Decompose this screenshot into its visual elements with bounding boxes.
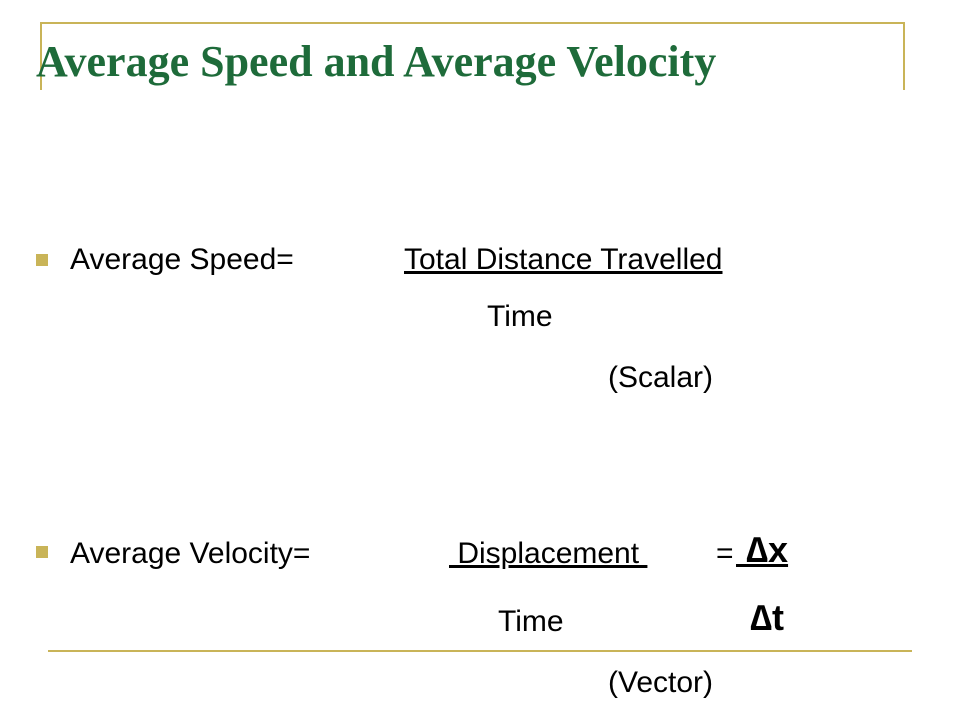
frame-right-line <box>903 22 905 90</box>
speed-denominator: Time <box>487 300 553 333</box>
bullet-square-velocity <box>36 546 48 558</box>
velocity-delta-x: ∆x <box>736 529 789 570</box>
velocity-label: Average Velocity= <box>70 537 311 570</box>
speed-numerator: Total Distance Travelled <box>404 243 723 276</box>
frame-bottom-line <box>48 650 912 652</box>
speed-label: Average Speed= <box>70 243 294 276</box>
frame-left-line <box>40 22 42 90</box>
velocity-denominator: Time <box>498 605 564 638</box>
velocity-type: (Vector) <box>608 666 714 699</box>
velocity-numerator: Displacement <box>449 537 648 570</box>
slide-title: Average Speed and Average Velocity <box>36 37 717 86</box>
velocity-equals: = <box>716 537 734 570</box>
velocity-delta-t: ∆t <box>750 597 785 638</box>
bullet-square-speed <box>36 254 48 266</box>
speed-type: (Scalar) <box>608 361 714 394</box>
frame-top-line <box>40 22 905 24</box>
